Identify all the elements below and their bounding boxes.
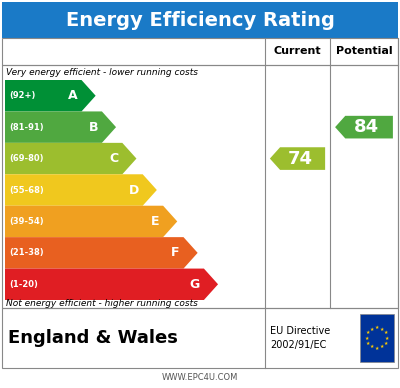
Text: England & Wales: England & Wales	[8, 329, 178, 347]
Text: Potential: Potential	[336, 47, 392, 57]
Text: ★: ★	[370, 327, 374, 332]
Text: D: D	[128, 184, 139, 196]
Polygon shape	[5, 268, 218, 300]
Text: G: G	[190, 278, 200, 291]
Text: Not energy efficient - higher running costs: Not energy efficient - higher running co…	[6, 300, 198, 308]
Text: A: A	[68, 89, 78, 102]
Text: ★: ★	[380, 327, 384, 332]
Text: WWW.EPC4U.COM: WWW.EPC4U.COM	[162, 374, 238, 383]
Polygon shape	[5, 80, 96, 111]
Bar	[2, 38, 398, 65]
Text: ★: ★	[365, 336, 369, 341]
Text: (69-80): (69-80)	[9, 154, 44, 163]
Text: ★: ★	[385, 336, 389, 341]
Text: (21-38): (21-38)	[9, 248, 44, 257]
Text: B: B	[88, 121, 98, 133]
Text: ★: ★	[384, 341, 388, 346]
Text: ★: ★	[375, 346, 379, 351]
Text: ★: ★	[375, 325, 379, 330]
Text: (81-91): (81-91)	[9, 123, 44, 132]
Text: E: E	[150, 215, 159, 228]
Text: 84: 84	[354, 118, 379, 136]
Text: 2002/91/EC: 2002/91/EC	[270, 340, 326, 350]
Text: EU Directive: EU Directive	[270, 326, 330, 336]
Text: (92+): (92+)	[9, 91, 35, 100]
Text: (39-54): (39-54)	[9, 217, 44, 226]
Bar	[2, 65, 398, 308]
Polygon shape	[270, 147, 325, 170]
Text: ★: ★	[370, 344, 374, 349]
Polygon shape	[5, 143, 136, 174]
Text: F: F	[171, 246, 180, 259]
Polygon shape	[5, 174, 157, 206]
Text: ★: ★	[380, 344, 384, 349]
Polygon shape	[5, 111, 116, 143]
Text: Energy Efficiency Rating: Energy Efficiency Rating	[66, 10, 334, 29]
Polygon shape	[5, 237, 198, 268]
Bar	[360, 314, 394, 362]
Polygon shape	[335, 116, 393, 139]
Text: C: C	[109, 152, 118, 165]
Text: (55-68): (55-68)	[9, 185, 44, 194]
Text: Very energy efficient - lower running costs: Very energy efficient - lower running co…	[6, 68, 198, 77]
Text: ★: ★	[384, 331, 388, 335]
Bar	[2, 308, 398, 368]
Text: 74: 74	[288, 149, 312, 168]
Polygon shape	[5, 206, 177, 237]
Text: ★: ★	[366, 341, 370, 346]
Text: Current: Current	[274, 47, 321, 57]
Bar	[2, 2, 398, 38]
Text: (1-20): (1-20)	[9, 280, 38, 289]
Text: ★: ★	[366, 331, 370, 335]
